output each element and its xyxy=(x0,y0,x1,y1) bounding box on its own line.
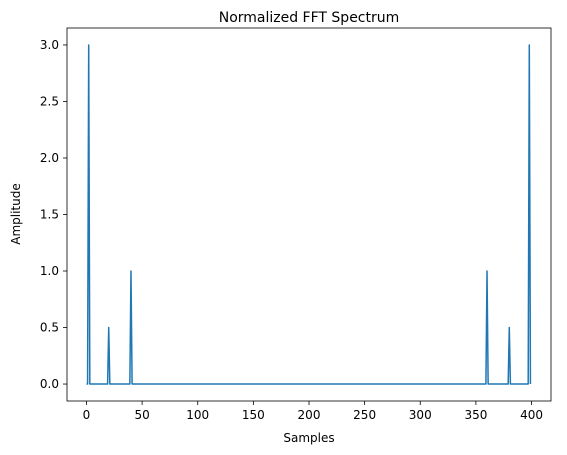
x-tick-label: 400 xyxy=(520,408,543,422)
series-line-0 xyxy=(86,44,532,385)
x-tick-label: 100 xyxy=(186,408,209,422)
y-tick-label: 3.0 xyxy=(40,38,59,52)
series-layer xyxy=(86,44,532,385)
x-tick-label: 150 xyxy=(242,408,265,422)
y-tick-label: 0.5 xyxy=(40,321,59,335)
y-axis-label: Amplitude xyxy=(9,183,23,245)
y-tick-label: 1.0 xyxy=(40,264,59,278)
y-tick-label: 1.5 xyxy=(40,208,59,222)
chart-title: Normalized FFT Spectrum xyxy=(219,10,400,26)
x-tick-label: 250 xyxy=(353,408,376,422)
x-axis-label: Samples xyxy=(283,431,334,445)
x-axis: 0 50 100 150 200 250 300 350 400 xyxy=(83,401,543,422)
plot-area xyxy=(67,28,551,401)
y-axis: 0.0 0.5 1.0 1.5 2.0 2.5 3.0 xyxy=(40,38,67,391)
x-tick-label: 350 xyxy=(464,408,487,422)
x-tick-label: 0 xyxy=(83,408,91,422)
x-tick-label: 200 xyxy=(298,408,321,422)
y-tick-label: 2.0 xyxy=(40,151,59,165)
x-tick-label: 300 xyxy=(409,408,432,422)
y-tick-label: 2.5 xyxy=(40,94,59,108)
x-tick-label: 50 xyxy=(134,408,149,422)
y-tick-label: 0.0 xyxy=(40,377,59,391)
